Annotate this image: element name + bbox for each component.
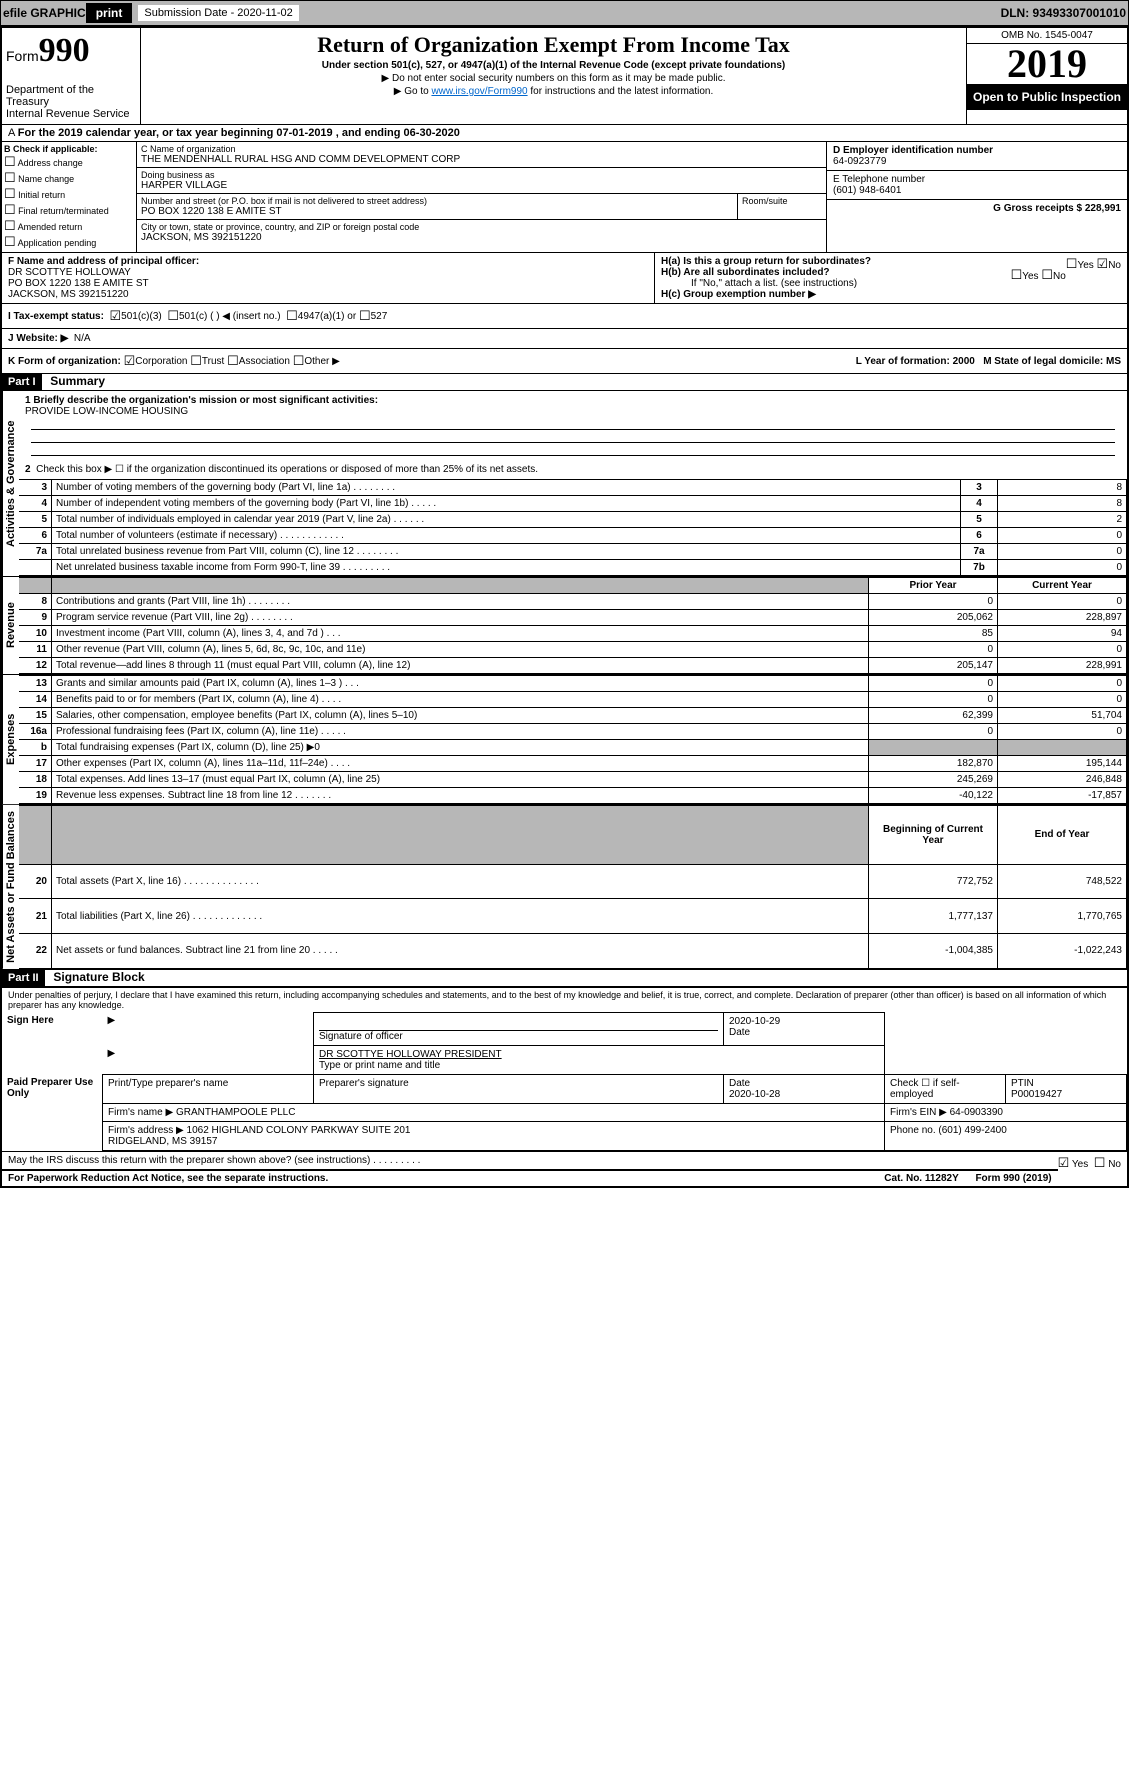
501c-checkbox[interactable] xyxy=(167,308,179,324)
form-number: Form990 xyxy=(6,32,136,70)
self-employed-check[interactable]: Check ☐ if self-employed xyxy=(890,1078,960,1100)
form-title: Return of Organization Exempt From Incom… xyxy=(145,32,962,58)
room-label: Room/suite xyxy=(738,194,826,219)
check-address-change[interactable]: Address change xyxy=(4,154,134,170)
sig-officer-label: Signature of officer xyxy=(319,1031,403,1042)
ein: 64-0923779 xyxy=(833,156,1121,167)
efile-label: efile GRAPHIC xyxy=(3,6,86,20)
4947-checkbox[interactable] xyxy=(286,308,298,324)
check-applicable: B Check if applicable: Address change Na… xyxy=(2,142,137,252)
vert-governance: Activities & Governance xyxy=(2,391,19,576)
officer-label: F Name and address of principal officer: xyxy=(8,256,648,267)
assoc-checkbox[interactable] xyxy=(227,353,239,369)
check-name-change[interactable]: Name change xyxy=(4,170,134,186)
tax-year-row: A For the 2019 calendar year, or tax yea… xyxy=(2,125,1127,142)
officer-addr1: PO BOX 1220 138 E AMITE ST xyxy=(8,278,648,289)
mission-label: 1 Briefly describe the organization's mi… xyxy=(25,395,1121,406)
year-formation: L Year of formation: 2000 xyxy=(856,356,975,367)
check-application-pending[interactable]: Application pending xyxy=(4,234,134,250)
trust-checkbox[interactable] xyxy=(190,353,202,369)
footer-right: Form 990 (2019) xyxy=(975,1173,1051,1184)
website-row: J Website: ▶ N/A xyxy=(2,329,1127,349)
firm-ein: 64-0903390 xyxy=(950,1107,1003,1118)
footer-left: For Paperwork Reduction Act Notice, see … xyxy=(8,1173,328,1184)
top-bar: efile GRAPHIC print Submission Date - 20… xyxy=(0,0,1129,26)
hb-yes-checkbox[interactable] xyxy=(1011,271,1023,282)
gross-receipts: G Gross receipts $ 228,991 xyxy=(993,203,1121,214)
form-main: Form990 Department of the Treasury Inter… xyxy=(0,26,1129,1188)
tax-year: 2019 xyxy=(967,44,1127,84)
org-name: THE MENDENHALL RURAL HSG AND COMM DEVELO… xyxy=(141,154,822,165)
vert-net: Net Assets or Fund Balances xyxy=(2,805,19,969)
governance-table: 3Number of voting members of the governi… xyxy=(19,479,1127,576)
perjury-statement: Under penalties of perjury, I declare th… xyxy=(2,987,1127,1012)
dba: HARPER VILLAGE xyxy=(141,180,822,191)
officer-name: DR SCOTTYE HOLLOWAY xyxy=(8,267,648,278)
part2-header: Part II xyxy=(2,970,45,986)
revenue-table: Prior YearCurrent Year8Contributions and… xyxy=(19,577,1127,674)
part2-title: Signature Block xyxy=(47,968,150,986)
vert-expenses: Expenses xyxy=(2,675,19,804)
part1-title: Summary xyxy=(44,372,111,390)
check-initial-return[interactable]: Initial return xyxy=(4,186,134,202)
sign-table: Sign Here ▶ Signature of officer 2020-10… xyxy=(2,1012,1127,1151)
phone-label: E Telephone number xyxy=(833,174,1121,185)
hb-no-checkbox[interactable] xyxy=(1041,271,1053,282)
ha-row: H(a) Is this a group return for subordin… xyxy=(661,256,1121,267)
line2: Check this box ▶ ☐ if the organization d… xyxy=(36,464,538,475)
discuss-no-checkbox[interactable] xyxy=(1094,1159,1106,1170)
other-checkbox[interactable] xyxy=(293,353,305,369)
vert-revenue: Revenue xyxy=(2,577,19,674)
corp-checkbox[interactable] xyxy=(124,353,136,369)
sig-date: 2020-10-29 xyxy=(729,1016,879,1027)
ein-label: D Employer identification number xyxy=(833,145,1121,156)
instructions-link[interactable]: www.irs.gov/Form990 xyxy=(431,86,527,97)
firm-name: GRANTHAMPOOLE PLLC xyxy=(176,1107,295,1118)
city-state-zip: JACKSON, MS 392151220 xyxy=(141,232,822,243)
501c3-checkbox[interactable] xyxy=(110,308,122,324)
phone: (601) 948-6401 xyxy=(833,185,1121,196)
prep-sig-label: Preparer's signature xyxy=(319,1078,409,1089)
ptin: P00019427 xyxy=(1011,1089,1062,1100)
officer-name-title: DR SCOTTYE HOLLOWAY PRESIDENT xyxy=(319,1049,879,1060)
org-name-label: C Name of organization xyxy=(141,144,822,154)
korg-row: K Form of organization: Corporation Trus… xyxy=(2,349,1127,374)
check-amended-return[interactable]: Amended return xyxy=(4,218,134,234)
firm-phone: (601) 499-2400 xyxy=(938,1125,1006,1136)
open-public-badge: Open to Public Inspection xyxy=(967,84,1127,110)
check-final-return-terminated[interactable]: Final return/terminated xyxy=(4,202,134,218)
officer-addr2: JACKSON, MS 392151220 xyxy=(8,289,648,300)
footer-mid: Cat. No. 11282Y xyxy=(884,1173,958,1184)
state-domicile: M State of legal domicile: MS xyxy=(983,356,1121,367)
website-value: N/A xyxy=(74,333,91,344)
subtitle-3: ▶ Go to www.irs.gov/Form990 for instruct… xyxy=(145,86,962,97)
hb-row: H(b) Are all subordinates included? Yes … xyxy=(661,267,1121,278)
prep-date: 2020-10-28 xyxy=(729,1089,780,1100)
paid-preparer-label: Paid Preparer Use Only xyxy=(2,1074,103,1150)
subtitle-2: ▶ Do not enter social security numbers o… xyxy=(145,73,962,84)
submission-date: Submission Date - 2020-11-02 xyxy=(138,5,298,21)
prep-name-label: Print/Type preparer's name xyxy=(108,1078,228,1089)
discuss-row: May the IRS discuss this return with the… xyxy=(2,1151,1127,1169)
subtitle-1: Under section 501(c), 527, or 4947(a)(1)… xyxy=(145,60,962,71)
ha-no-checkbox[interactable] xyxy=(1097,260,1109,271)
city-label: City or town, state or province, country… xyxy=(141,222,822,232)
dba-label: Doing business as xyxy=(141,170,822,180)
dln-label: DLN: 93493307001010 xyxy=(1001,6,1126,20)
net-assets-table: Beginning of Current YearEnd of Year20To… xyxy=(19,805,1127,969)
ha-yes-checkbox[interactable] xyxy=(1066,260,1078,271)
addr-label: Number and street (or P.O. box if mail i… xyxy=(141,196,733,206)
expenses-table: 13Grants and similar amounts paid (Part … xyxy=(19,675,1127,804)
print-button[interactable]: print xyxy=(86,3,133,23)
sign-here-label: Sign Here xyxy=(2,1012,103,1074)
dept-label: Department of the Treasury Internal Reve… xyxy=(6,84,136,120)
tax-exempt-status: I Tax-exempt status: 501(c)(3) 501(c) ( … xyxy=(2,304,1127,329)
form-header: Form990 Department of the Treasury Inter… xyxy=(2,28,1127,125)
street-address: PO BOX 1220 138 E AMITE ST xyxy=(141,206,733,217)
discuss-yes-checkbox[interactable] xyxy=(1058,1159,1070,1170)
527-checkbox[interactable] xyxy=(359,308,371,324)
part1-header: Part I xyxy=(2,374,42,390)
hc-row: H(c) Group exemption number ▶ xyxy=(661,289,1121,300)
mission-text: PROVIDE LOW-INCOME HOUSING xyxy=(25,406,1121,417)
